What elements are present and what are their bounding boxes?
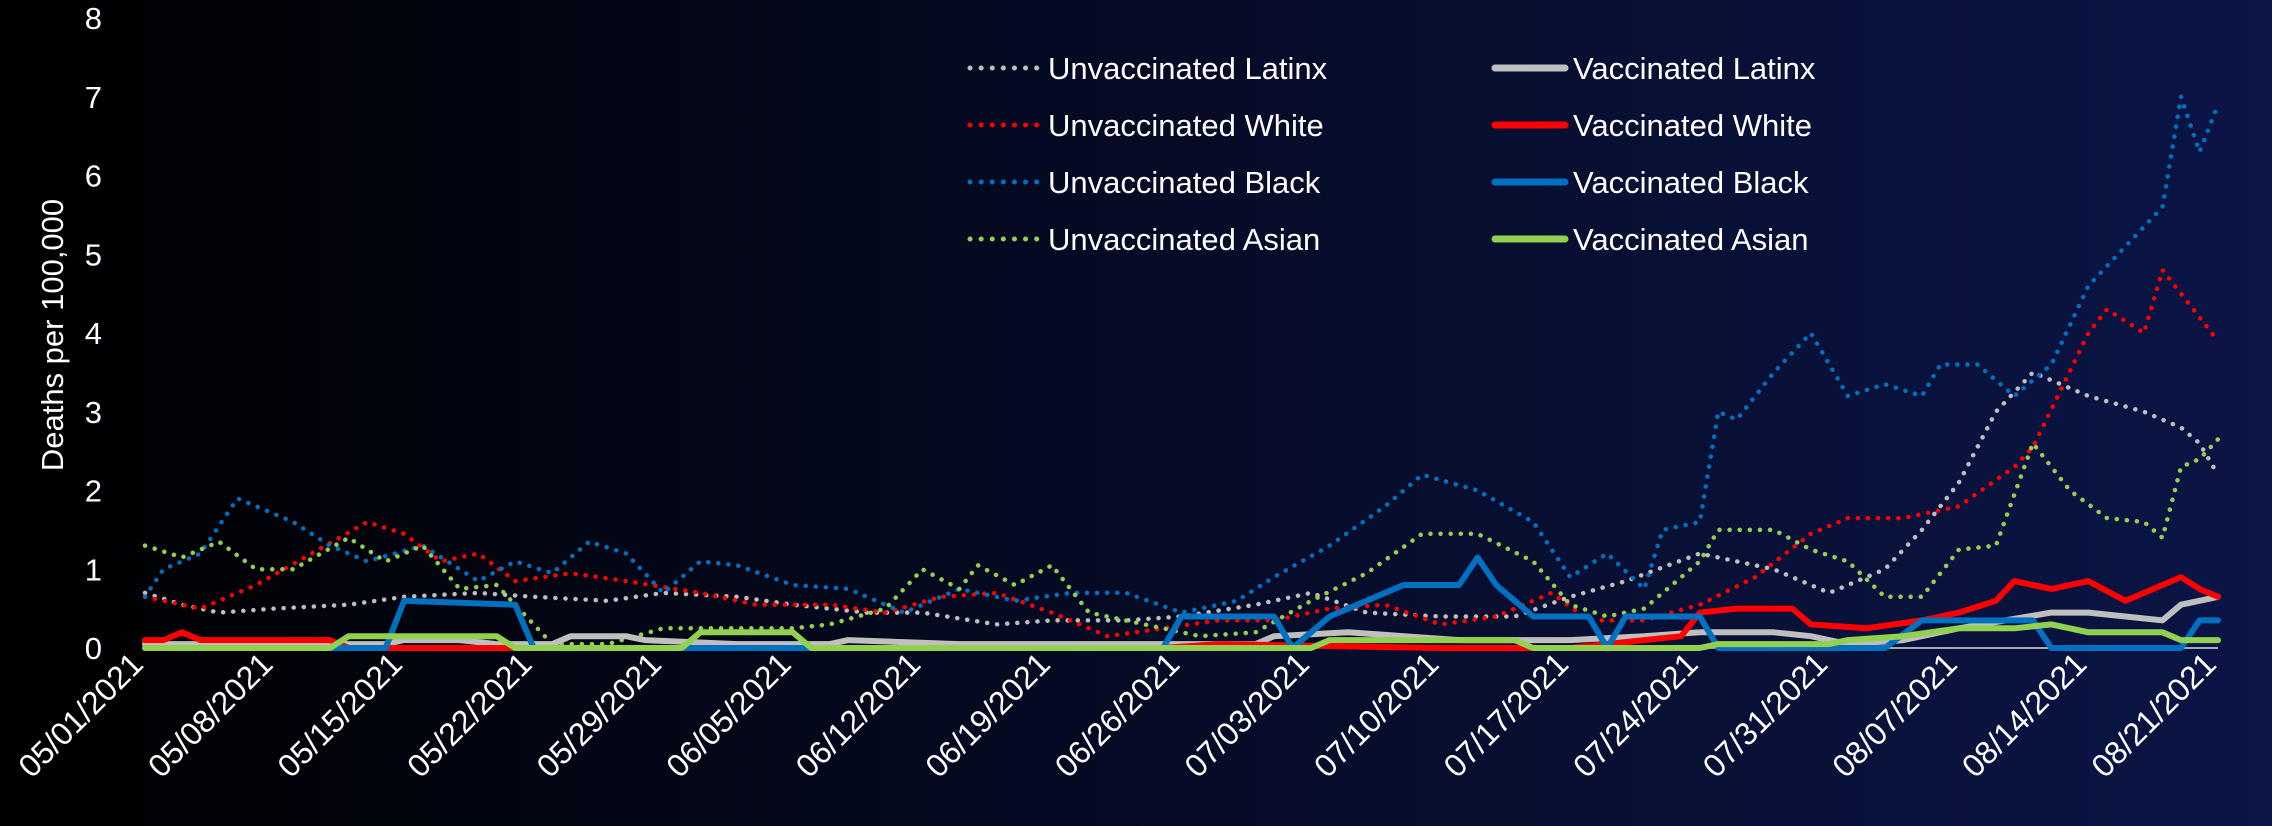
- legend: Unvaccinated Latinx Unvaccinated White Unv…: [967, 51, 1816, 257]
- y-tick-label: 3: [85, 395, 102, 430]
- legend-label: Unvaccinated Black: [1048, 165, 1321, 200]
- x-tick-label: 05/08/2021: [141, 645, 280, 784]
- legend-label: Vaccinated Asian: [1573, 222, 1809, 257]
- y-tick-label: 6: [85, 159, 102, 194]
- x-tick-label: 07/17/2021: [1436, 645, 1575, 784]
- x-tick-label: 06/05/2021: [659, 645, 798, 784]
- series-line-unvaccinated-black: [142, 94, 2221, 615]
- series-line-unvaccinated-asian: [142, 437, 2221, 647]
- x-tick-label: 06/12/2021: [789, 645, 928, 784]
- x-tick-label: 05/22/2021: [400, 645, 539, 784]
- y-tick-label: 2: [85, 474, 102, 509]
- x-tick-label: 05/29/2021: [529, 645, 668, 784]
- y-tick-label: 4: [85, 316, 102, 351]
- y-axis-label: Deaths per 100,000: [35, 199, 70, 471]
- y-tick-label: 5: [85, 237, 102, 272]
- legend-label: Unvaccinated White: [1048, 108, 1324, 143]
- x-tick-label: 05/15/2021: [270, 645, 409, 784]
- legend-label: Unvaccinated Asian: [1048, 222, 1320, 257]
- legend-label: Vaccinated Latinx: [1573, 51, 1816, 86]
- x-tick-label: 08/21/2021: [2084, 645, 2223, 784]
- x-tick-label: 06/26/2021: [1048, 645, 1187, 784]
- y-tick-label: 0: [85, 631, 102, 666]
- x-tick-label: 07/03/2021: [1177, 645, 1316, 784]
- legend-label: Unvaccinated Latinx: [1048, 51, 1328, 86]
- legend-label: Vaccinated White: [1573, 108, 1812, 143]
- x-tick-label: 07/10/2021: [1307, 645, 1446, 784]
- series-line-vaccinated-latinx: [142, 593, 2221, 648]
- series-lines: [142, 94, 2221, 651]
- x-tick-label: 07/24/2021: [1566, 645, 1705, 784]
- y-tick-label: 1: [85, 552, 102, 587]
- x-tick-label: 07/31/2021: [1696, 645, 1835, 784]
- x-tick-label: 08/14/2021: [1955, 645, 2094, 784]
- x-tick-label: 08/07/2021: [1825, 645, 1964, 784]
- y-tick-label: 8: [85, 1, 102, 36]
- y-tick-label: 7: [85, 80, 102, 115]
- series-line-vaccinated-asian: [142, 621, 2221, 651]
- series-line-unvaccinated-white: [142, 267, 2221, 639]
- legend-label: Vaccinated Black: [1573, 165, 1809, 200]
- x-tick-label: 06/19/2021: [918, 645, 1057, 784]
- x-tick-label: 05/01/2021: [11, 645, 150, 784]
